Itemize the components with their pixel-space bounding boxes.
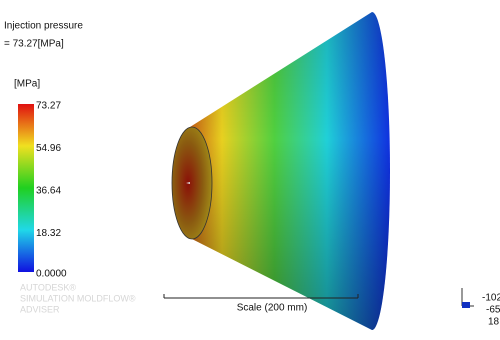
legend-tick-label: 36.64	[36, 186, 61, 197]
viewport: Injection pressure = 73.27[MPa] [MPa] 73…	[0, 0, 500, 340]
watermark: AUTODESK®	[20, 282, 76, 292]
triad-label: -65	[486, 305, 500, 316]
triad-box	[462, 302, 470, 308]
cone-model	[172, 12, 390, 330]
watermark: SIMULATION MOLDFLOW®	[20, 293, 136, 303]
legend-unit: [MPa]	[14, 79, 40, 90]
scale-label: Scale (200 mm)	[237, 303, 308, 314]
page: Injection pressure = 73.27[MPa] [MPa] 73…	[0, 0, 500, 340]
legend-tick-label: 54.96	[36, 143, 61, 154]
legend-tick-label: 73.27	[36, 101, 61, 112]
result-value: = 73.27[MPa]	[4, 39, 64, 50]
legend-ticks: 73.27 54.96 36.64 18.32 0.0000	[36, 101, 67, 280]
cone-shading	[190, 12, 390, 330]
watermark: ADVISER	[20, 304, 60, 314]
result-name: Injection pressure	[4, 21, 83, 32]
axis-triad: -102 -65 18	[462, 288, 500, 328]
legend-tick-label: 0.0000	[36, 269, 67, 280]
color-bar	[18, 104, 34, 272]
cone-face	[172, 127, 212, 239]
triad-label: 18	[488, 317, 500, 328]
triad-label: -102	[482, 293, 500, 304]
legend-tick-label: 18.32	[36, 228, 61, 239]
